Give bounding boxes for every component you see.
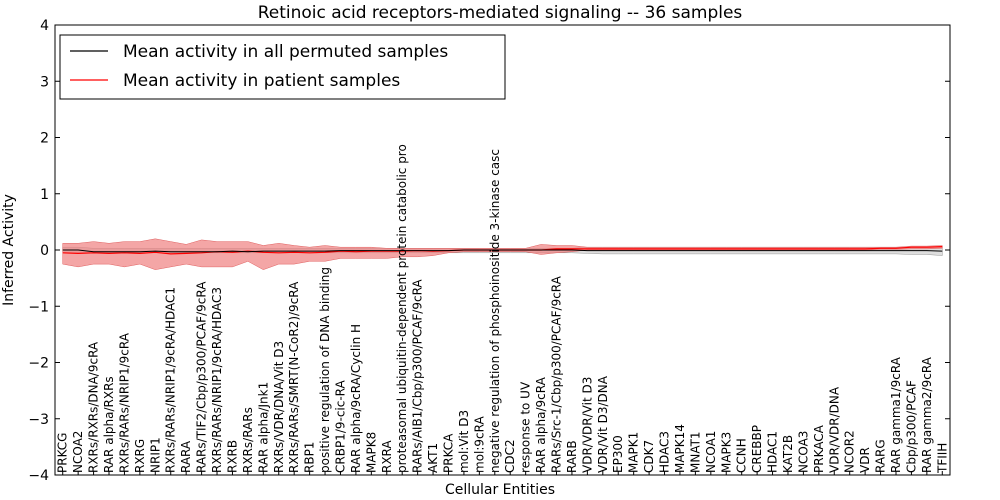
x-tick-label: RARs/TIF2/Cbp/p300/PCAF/9cRA <box>195 281 209 473</box>
x-tick-label: RARB <box>565 440 579 473</box>
chart-title: Retinoic acid receptors-mediated signali… <box>258 3 743 23</box>
x-tick-label: NCOA1 <box>704 431 718 473</box>
x-tick-label: RAR gamma1/9cRA <box>889 356 903 473</box>
x-tick-label: HDAC1 <box>766 431 780 473</box>
legend: Mean activity in all permuted samples Me… <box>59 34 506 100</box>
x-tick-label: TFIIH <box>935 443 949 474</box>
x-tick-label: NCOA2 <box>71 431 85 473</box>
x-tick-label: PRKCG <box>56 433 70 473</box>
x-tick-label: RXRs/RARs/NRIP1/9cRA/HDAC3 <box>210 287 224 473</box>
x-tick-label: VDR <box>858 447 872 473</box>
x-tick-label: RXRs/RXRs/DNA/9cRA <box>87 341 101 473</box>
x-tick-label: RARG <box>874 439 888 473</box>
x-tick-label: MAPK1 <box>627 432 641 473</box>
x-tick-label: negative regulation of phosphoinositide … <box>488 149 502 473</box>
x-tick-label: CRBP1/9-cic-RA <box>334 379 348 473</box>
x-tick-label: RXRB <box>226 440 240 473</box>
legend-frame <box>59 34 506 100</box>
x-tick-label: VDR/VDR/DNA <box>827 386 841 473</box>
x-tick-label: response to UV <box>519 381 533 473</box>
plot-area: −4 −3 −2 −1 0 1 2 3 4 PRKCG NCOA2 RXRs/RXRs/DNA/9cR… <box>28 18 951 484</box>
x-tick-label: NCOR2 <box>843 430 857 473</box>
x-tick-label: RARs/Src-1/Cbp/p300/PCAF/9cRA <box>550 275 564 473</box>
x-tick-label: PRKCA <box>442 433 456 473</box>
x-tick-label: RXRs/RARs/NRIP1/9cRA/HDAC1 <box>164 287 178 473</box>
x-tick-label: VDR/VDR/Vit D3 <box>580 377 594 473</box>
x-tick-label: CDK7 <box>642 440 656 473</box>
y-tick-label: −4 <box>28 468 49 484</box>
x-tick-label: RAR alpha/RXRs <box>102 376 116 473</box>
x-tick-label: CREBBP <box>750 425 764 473</box>
y-tick-label: −2 <box>28 356 49 372</box>
y-tick-label: −3 <box>28 412 49 428</box>
x-tick-label: AKT1 <box>426 443 440 473</box>
x-tick-label: NRIP1 <box>148 437 162 473</box>
x-tick-label: mol:9cRA <box>472 416 486 473</box>
y-axis-label: Inferred Activity <box>1 194 17 306</box>
x-tick-label: RXRs/RARs/SMRT(N-CoR2)/9cRA <box>287 281 301 473</box>
x-tick-label: HDAC3 <box>658 431 672 473</box>
y-tick-label: 3 <box>40 74 49 90</box>
x-tick-label: positive regulation of DNA binding <box>318 267 332 473</box>
y-tick-label: 1 <box>40 187 49 203</box>
x-tick-label: MAPK8 <box>364 432 378 473</box>
legend-label-patient: Mean activity in patient samples <box>123 71 400 91</box>
x-tick-label: RAR alpha/9cRA <box>534 376 548 473</box>
x-tick-label: RARA <box>179 440 193 473</box>
x-axis-label: Cellular Entities <box>445 482 555 498</box>
x-tick-label: RXRG <box>133 439 147 473</box>
series-line-permuted <box>62 249 943 253</box>
x-tick-label: proteasomal ubiquitin-dependent protein … <box>395 144 409 473</box>
x-tick-label: VDR/Vit D3/DNA <box>596 375 610 473</box>
x-tick-label: RARs/AIB1/Cbp/p300/PCAF/9cRA <box>411 279 425 473</box>
x-tick-label: RXRs/RARs/NRIP1/9cRA <box>117 332 131 473</box>
legend-label-permuted: Mean activity in all permuted samples <box>123 42 448 62</box>
x-tick-label: MNAT1 <box>688 431 702 473</box>
x-tick-label: CCNH <box>735 438 749 473</box>
band-patient <box>62 238 943 270</box>
x-tick-label: RXRs/VDR/DNA/Vit D3 <box>272 341 286 473</box>
y-tick-label: 0 <box>40 243 49 259</box>
y-tick-label: 4 <box>40 18 49 34</box>
x-tick-label: EP300 <box>611 435 625 473</box>
x-tick-label: MAPK14 <box>673 424 687 473</box>
x-tick-label: MAPK3 <box>719 432 733 473</box>
x-tick-label: RAR alpha/Jnk1 <box>256 382 270 473</box>
x-tick-label: RXRs/RARs <box>241 407 255 473</box>
x-tick-label: RAR alpha/9cRA/Cyclin H <box>349 324 363 473</box>
x-tick-label: RAR gamma2/9cRA <box>920 356 934 473</box>
x-tick-label: KAT2B <box>781 435 795 473</box>
x-tick-label: PRKACA <box>812 424 826 473</box>
x-tick-label: Cbp/p300/PCAF <box>904 380 918 473</box>
x-tick-label: RBP1 <box>303 442 317 473</box>
y-tick-label: −1 <box>28 299 49 315</box>
x-tick-label: RXRA <box>380 440 394 473</box>
x-tick-label: mol:Vit D3 <box>457 410 471 473</box>
y-tick-label: 2 <box>40 131 49 147</box>
x-tick-label: CDC2 <box>503 439 517 473</box>
x-tick-label: NCOA3 <box>796 431 810 473</box>
